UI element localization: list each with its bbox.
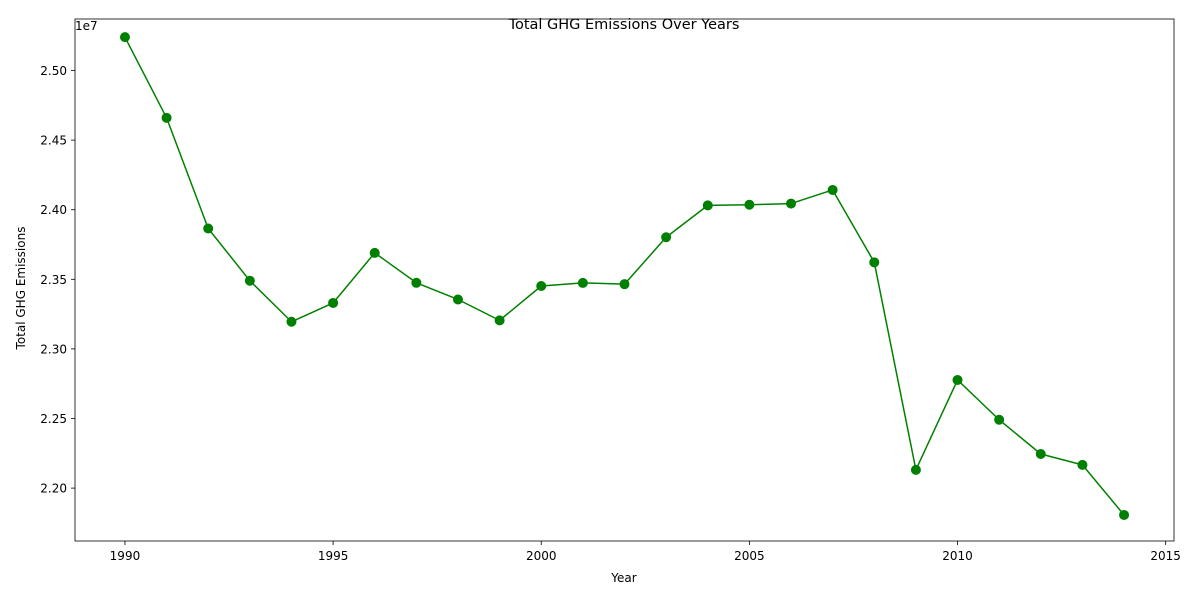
data-point-2006 [786, 198, 797, 209]
y-tick-label-2.50: 2.50 [40, 64, 67, 78]
data-point-1993 [244, 275, 255, 286]
data-point-1991 [161, 112, 172, 123]
data-point-2012 [1035, 449, 1046, 459]
data-point-2003 [661, 232, 672, 243]
data-point-1992 [203, 223, 214, 234]
x-tick-label-1995: 1995 [318, 549, 349, 563]
data-point-1999 [494, 315, 505, 326]
data-point-2010 [952, 374, 963, 385]
data-point-2008 [869, 257, 880, 268]
y-axis-label: Total GHG Emissions [14, 227, 28, 351]
data-point-2001 [577, 277, 588, 288]
plot-area: 1990 1995 2000 2005 2010 2015 2.20 2.25 2.30 2.35… [40, 18, 1181, 563]
data-point-2013 [1077, 459, 1088, 470]
axes-frame [74, 18, 1175, 542]
data-point-2004 [702, 200, 713, 211]
data-point-1990 [119, 32, 130, 43]
y-tick-label-2.20: 2.20 [40, 482, 67, 496]
y-tick-label-2.45: 2.45 [40, 134, 67, 148]
data-point-1994 [286, 316, 297, 327]
data-point-2009 [910, 464, 921, 475]
data-point-2011 [994, 414, 1005, 425]
y-tick-label-2.25: 2.25 [40, 412, 67, 426]
y-axis-offset-label: 1e7 [75, 19, 98, 33]
data-point-1997 [411, 277, 422, 288]
x-tick-label-2005: 2005 [734, 549, 765, 563]
x-tick-label-2000: 2000 [526, 549, 557, 563]
data-point-2014 [1119, 509, 1130, 520]
data-point-2005 [744, 199, 755, 210]
data-point-1996 [369, 247, 380, 258]
y-tick-label-2.30: 2.30 [40, 342, 67, 356]
y-tick-label-2.35: 2.35 [40, 273, 67, 287]
y-tick-label-2.40: 2.40 [40, 203, 67, 217]
data-point-2007 [827, 184, 838, 195]
chart-title: Total GHG Emissions Over Years [508, 17, 740, 33]
data-point-2002 [619, 279, 630, 290]
data-point-1995 [328, 297, 339, 308]
x-axis-label: Year [610, 571, 636, 585]
data-point-2000 [536, 280, 547, 291]
data-point-1998 [452, 294, 463, 305]
x-tick-label-2015: 2015 [1150, 549, 1181, 563]
x-tick-label-2010: 2010 [942, 549, 973, 563]
x-tick-label-1990: 1990 [110, 549, 141, 563]
